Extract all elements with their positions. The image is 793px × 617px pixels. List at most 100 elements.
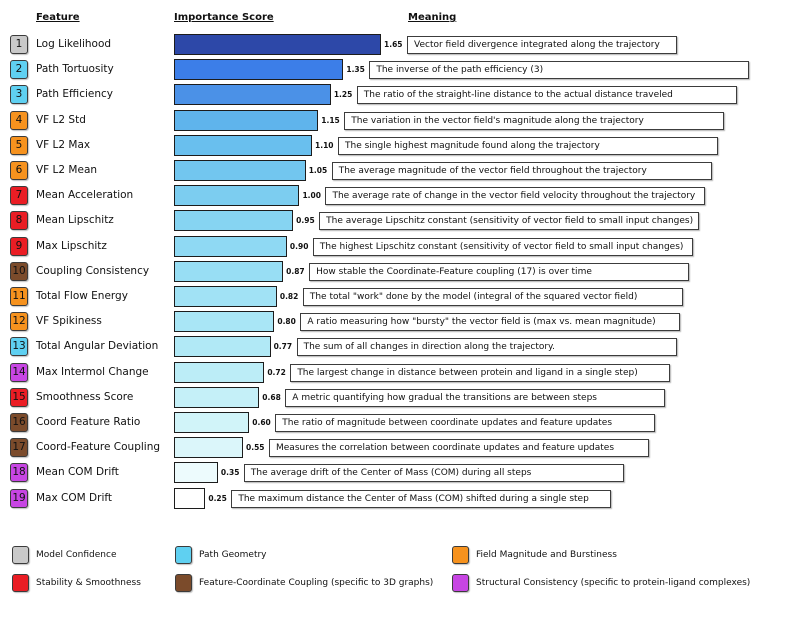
value-label-total-flow-energy: 0.82 xyxy=(279,292,299,301)
rank-badge-mean-lipschitz: 8 xyxy=(10,211,28,231)
value-label-vf-l2-std: 1.15 xyxy=(321,115,340,125)
legend-label-field-magnitude: Field Magnitude and Burstiness xyxy=(476,550,617,560)
meaning-box-vf-l2-std: The variation in the vector field's magn… xyxy=(344,111,725,130)
meaning-box-coupling-consistency: How stable the Coordinate-Feature coupli… xyxy=(309,262,690,281)
meaning-box-max-lipschitz: The highest Lipschitz constant (sensitiv… xyxy=(312,237,693,256)
feature-row-max-com-drift: 19 Max COM Drift 0.25 The maximum distance … xyxy=(0,487,793,509)
feature-row-mean-com-drift: 18 Mean COM Drift 0.35 The average drift of… xyxy=(0,462,793,484)
rank-badge-vf-l2-mean: 6 xyxy=(10,161,28,180)
bar-coupling-consistency xyxy=(174,260,284,282)
value-label-path-tortuosity: 1.35 xyxy=(346,65,365,75)
rank-badge-path-efficiency: 3 xyxy=(10,85,28,105)
legend-label-structural-consistency: Structural Consistency (specific to prot… xyxy=(476,578,751,588)
legend-item-structural-consistency: Structural Consistency (specific to prot… xyxy=(452,574,750,592)
bar-coord-feature-coupling xyxy=(174,437,243,459)
value-label-mean-lipschitz: 0.95 xyxy=(296,216,315,226)
bar-total-flow-energy xyxy=(174,286,277,307)
legend-label-stability-smoothness: Stability & Smoothness xyxy=(36,578,141,588)
feature-label-mean-lipschitz: Mean Lipschitz xyxy=(36,214,114,227)
legend-swatch-field-magnitude xyxy=(452,546,469,564)
bar-vf-l2-max xyxy=(174,134,312,156)
legend-label-feature-coordinate-coupling: Feature-Coordinate Coupling (specific to… xyxy=(199,578,434,588)
meaning-box-coord-feature-ratio: The ratio of magnitude between coordinat… xyxy=(275,414,656,432)
value-label-vf-l2-mean: 1.05 xyxy=(308,166,328,175)
rank-badge-log-likelihood: 1 xyxy=(10,35,28,54)
rank-badge-total-flow-energy: 11 xyxy=(10,287,28,306)
legend-swatch-path-geometry xyxy=(175,546,192,564)
meaning-box-vf-l2-max: The single highest magnitude found along… xyxy=(338,136,718,155)
rank-badge-max-lipschitz: 9 xyxy=(10,236,28,256)
feature-label-max-com-drift: Max COM Drift xyxy=(36,491,112,504)
feature-label-coord-feature-coupling: Coord-Feature Coupling xyxy=(36,441,161,454)
meaning-box-total-angular-deviation: The sum of all changes in direction alon… xyxy=(296,338,677,357)
legend-item-model-confidence: Model Confidence xyxy=(12,546,117,564)
feature-row-smoothness-score: 15 Smoothness Score 0.68 A metric quantifyi… xyxy=(0,386,793,408)
meaning-box-mean-lipschitz: The average Lipschitz constant (sensitiv… xyxy=(319,212,700,231)
legend-item-feature-coordinate-coupling: Feature-Coordinate Coupling (specific to… xyxy=(175,574,433,592)
header-meaning: Meaning xyxy=(408,12,457,23)
legend-item-field-magnitude: Field Magnitude and Burstiness xyxy=(452,546,617,564)
feature-label-total-angular-deviation: Total Angular Deviation xyxy=(36,340,159,353)
meaning-box-mean-acceleration: The average rate of change in the vector… xyxy=(325,187,706,206)
rank-badge-smoothness-score: 15 xyxy=(10,387,28,407)
feature-rows: 1 Log Likelihood 1.65 Vector field divergen… xyxy=(0,34,793,509)
feature-row-total-angular-deviation: 13 Total Angular Deviation 0.77 The sum of … xyxy=(0,336,793,358)
feature-label-coupling-consistency: Coupling Consistency xyxy=(36,264,150,277)
feature-row-vf-l2-max: 5 VF L2 Max 1.10 The single highest magnitu… xyxy=(0,134,793,156)
bar-mean-lipschitz xyxy=(174,210,294,232)
rank-badge-vf-l2-std: 4 xyxy=(10,110,28,130)
feature-label-vf-l2-mean: VF L2 Mean xyxy=(36,164,98,176)
feature-label-max-lipschitz: Max Lipschitz xyxy=(36,239,107,252)
feature-label-total-flow-energy: Total Flow Energy xyxy=(36,290,128,302)
meaning-box-log-likelihood: Vector field divergence integrated along… xyxy=(407,36,677,54)
meaning-box-vf-spikiness: A ratio measuring how "bursty" the vecto… xyxy=(300,313,681,332)
rank-badge-coupling-consistency: 10 xyxy=(10,261,28,281)
bar-smoothness-score xyxy=(174,386,260,408)
rank-badge-coord-feature-ratio: 16 xyxy=(10,413,28,432)
bar-path-tortuosity xyxy=(174,59,344,81)
legend-swatch-model-confidence xyxy=(12,546,29,564)
bar-mean-com-drift xyxy=(174,462,218,484)
value-label-total-angular-deviation: 0.77 xyxy=(273,342,293,352)
feature-row-total-flow-energy: 11 Total Flow Energy 0.82 The total "work" … xyxy=(0,286,793,307)
value-label-coupling-consistency: 0.87 xyxy=(286,266,305,276)
feature-row-max-intermol-change: 14 Max Intermol Change 0.72 The largest cha… xyxy=(0,361,793,383)
value-label-path-efficiency: 1.25 xyxy=(333,90,353,100)
feature-row-path-efficiency: 3 Path Efficiency 1.25 The ratio of the str… xyxy=(0,84,793,106)
feature-label-vf-spikiness: VF Spikiness xyxy=(36,315,102,328)
feature-label-max-intermol-change: Max Intermol Change xyxy=(36,365,149,378)
bar-vf-l2-mean xyxy=(174,160,306,181)
feature-label-coord-feature-ratio: Coord Feature Ratio xyxy=(36,416,141,428)
feature-row-path-tortuosity: 2 Path Tortuosity 1.35 The inverse of the p… xyxy=(0,59,793,81)
bar-max-intermol-change xyxy=(174,361,265,383)
legend-swatch-structural-consistency xyxy=(452,574,469,592)
feature-row-max-lipschitz: 9 Max Lipschitz 0.90 The highest Lipschitz … xyxy=(0,235,793,257)
feature-label-log-likelihood: Log Likelihood xyxy=(36,38,112,50)
value-label-max-lipschitz: 0.90 xyxy=(289,241,309,251)
value-label-smoothness-score: 0.68 xyxy=(262,392,281,402)
meaning-box-max-intermol-change: The largest change in distance between p… xyxy=(290,363,671,382)
feature-row-coupling-consistency: 10 Coupling Consistency 0.87 How stable the… xyxy=(0,260,793,282)
bar-total-angular-deviation xyxy=(174,336,271,358)
bar-path-efficiency xyxy=(174,84,331,106)
legend-label-path-geometry: Path Geometry xyxy=(199,550,267,560)
feature-row-vf-spikiness: 12 VF Spikiness 0.80 A ratio measuring how … xyxy=(0,311,793,333)
value-label-vf-spikiness: 0.80 xyxy=(277,317,296,327)
rank-badge-coord-feature-coupling: 17 xyxy=(10,438,28,458)
feature-row-coord-feature-coupling: 17 Coord-Feature Coupling 0.55 Measures the… xyxy=(0,437,793,459)
header-feature: Feature xyxy=(36,12,80,23)
feature-label-vf-l2-max: VF L2 Max xyxy=(36,138,91,151)
feature-row-vf-l2-mean: 6 VF L2 Mean 1.05 The average magnitude of … xyxy=(0,160,793,181)
legend: Model Confidence Path Geometry Field Mag… xyxy=(0,544,793,596)
rank-badge-mean-acceleration: 7 xyxy=(10,186,28,206)
meaning-box-vf-l2-mean: The average magnitude of the vector fiel… xyxy=(331,162,712,180)
value-label-coord-feature-coupling: 0.55 xyxy=(246,443,265,453)
value-label-max-intermol-change: 0.72 xyxy=(267,367,286,377)
bar-max-lipschitz xyxy=(174,235,287,257)
feature-row-coord-feature-ratio: 16 Coord Feature Ratio 0.60 The ratio of ma… xyxy=(0,412,793,433)
legend-swatch-feature-coordinate-coupling xyxy=(175,574,192,592)
rank-badge-vf-l2-max: 5 xyxy=(10,135,28,155)
feature-label-path-efficiency: Path Efficiency xyxy=(36,88,113,101)
meaning-box-coord-feature-coupling: Measures the correlation between coordin… xyxy=(269,439,649,458)
